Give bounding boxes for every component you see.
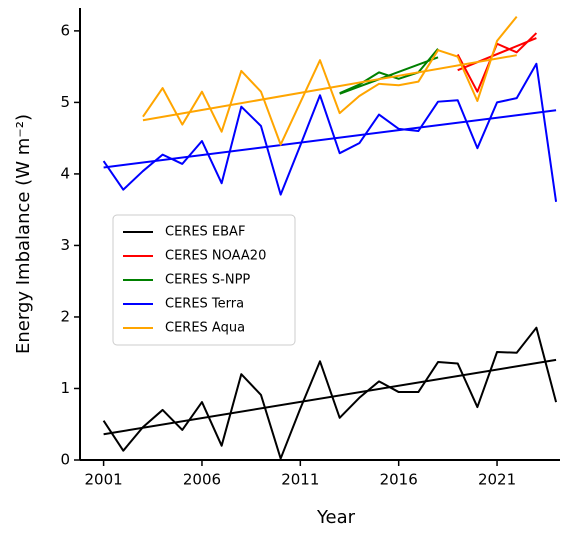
y-tick-label: 1	[60, 379, 70, 397]
legend-label: CERES Aqua	[165, 321, 245, 336]
legend-box	[112, 214, 296, 346]
x-tick-label: 2021	[478, 471, 516, 489]
x-tick-label: 2011	[281, 471, 319, 489]
legend-label: CERES NOAA20	[165, 249, 266, 264]
legend-label: CERES Terra	[165, 297, 244, 312]
legend-label: CERES S-NPP	[165, 273, 250, 288]
y-tick-label: 2	[60, 307, 70, 325]
x-tick-label: 2016	[380, 471, 418, 489]
trend-line	[339, 56, 439, 95]
y-tick-label: 0	[60, 451, 70, 469]
trend-line	[142, 54, 517, 122]
x-axis-label: Year	[316, 507, 356, 528]
y-tick-label: 5	[60, 93, 70, 111]
trend-line	[457, 37, 537, 72]
y-axis-label: Energy Imbalance (W m⁻²)	[13, 114, 34, 354]
legend-label: CERES EBAF	[165, 225, 245, 240]
trend-line	[103, 358, 557, 436]
series-line	[102, 326, 558, 460]
x-tick-label: 2001	[85, 471, 123, 489]
trend-line	[103, 109, 557, 169]
y-tick-label: 4	[60, 164, 70, 182]
x-tick-label: 2006	[183, 471, 221, 489]
series-line	[142, 15, 518, 146]
series-line	[102, 62, 558, 202]
y-tick-label: 6	[60, 21, 70, 39]
y-tick-label: 3	[60, 236, 70, 254]
